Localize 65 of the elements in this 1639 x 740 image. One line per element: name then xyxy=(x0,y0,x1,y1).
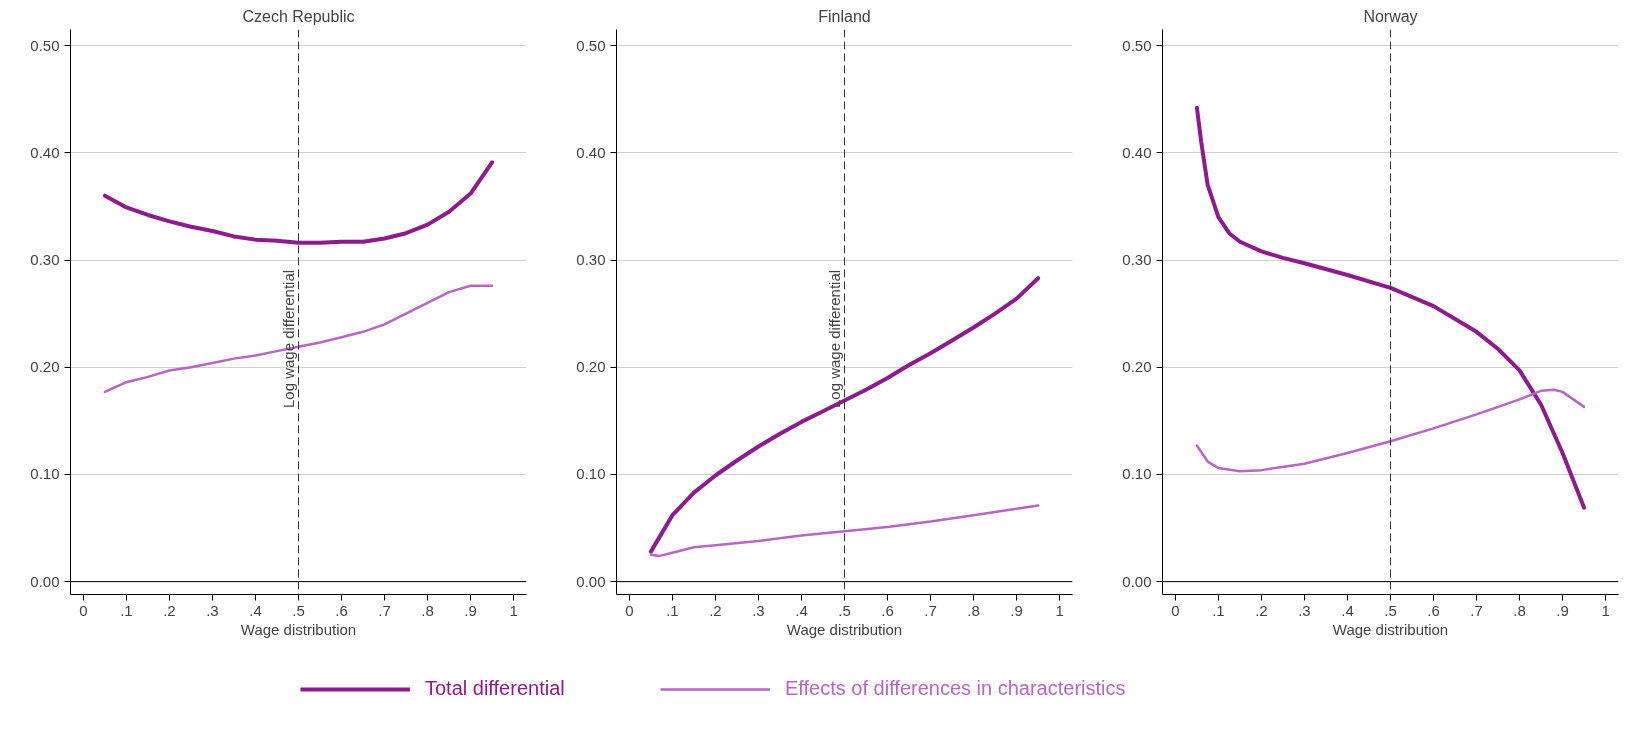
x-tick-label: .1 xyxy=(1212,601,1225,619)
x-tick-label: .9 xyxy=(1556,601,1569,619)
x-tick-label: .1 xyxy=(666,601,679,619)
y-tick-label: 0.30 xyxy=(576,251,606,268)
y-tick-label: 0.10 xyxy=(30,465,60,483)
x-tick-label: .8 xyxy=(1513,601,1526,619)
x-tick-label: 0 xyxy=(625,601,634,619)
x-tick-label: .9 xyxy=(1010,601,1023,619)
x-tick-label: .8 xyxy=(421,601,434,619)
y-tick-label: 0.20 xyxy=(30,358,60,376)
x-tick-label: .2 xyxy=(163,601,176,619)
x-tick-label: 1 xyxy=(509,601,518,619)
chart-title: Norway xyxy=(1363,7,1418,25)
x-axis-title: Wage distribution xyxy=(786,620,903,638)
x-tick-label: .8 xyxy=(967,601,980,619)
y-tick-label: 0.00 xyxy=(576,572,606,590)
ref-line-label: Log wage differential xyxy=(825,269,843,409)
x-tick-label: 0 xyxy=(79,601,88,619)
text: Effects of differences in characteristics xyxy=(785,677,1126,700)
y-tick-label: 0.00 xyxy=(30,572,60,590)
x-tick-label: .5 xyxy=(1384,601,1397,619)
x-tick-label: .6 xyxy=(1427,601,1440,619)
x-tick-label: .6 xyxy=(881,601,894,619)
x-axis-title: Wage distribution xyxy=(240,620,357,638)
line-series xyxy=(1194,105,1587,510)
x-tick-label: 0 xyxy=(1171,601,1180,619)
x-tick-label: .2 xyxy=(709,601,722,619)
y-tick-label: 0.20 xyxy=(1122,358,1152,376)
y-tick-label: 0.30 xyxy=(1122,251,1152,268)
x-tick-label: .7 xyxy=(924,601,937,619)
x-tick-label: .6 xyxy=(335,601,348,619)
y-tick-label: 0.50 xyxy=(30,36,60,54)
x-tick-label: .9 xyxy=(464,601,477,619)
line-series xyxy=(1195,388,1586,473)
y-tick-label: 0.40 xyxy=(576,143,606,161)
x-tick-label: 1 xyxy=(1601,601,1610,619)
y-tick-label: 0.50 xyxy=(1122,36,1152,54)
line-series xyxy=(649,504,1040,558)
x-tick-label: .5 xyxy=(292,601,305,619)
x-axis-title: Wage distribution xyxy=(1332,620,1449,638)
x-tick-label: 1 xyxy=(1055,601,1064,619)
x-tick-label: .2 xyxy=(1255,601,1268,619)
y-tick-label: 0.10 xyxy=(576,465,606,483)
x-tick-label: .4 xyxy=(1341,601,1354,619)
x-tick-label: .3 xyxy=(206,601,219,619)
text: Total differential xyxy=(425,677,565,700)
chart-title: Czech Republic xyxy=(242,7,355,25)
y-tick-label: 0.10 xyxy=(1122,465,1152,483)
line-series xyxy=(102,160,495,245)
x-tick-label: .4 xyxy=(249,601,262,619)
y-tick-label: 0.40 xyxy=(1122,143,1152,161)
x-tick-label: .3 xyxy=(752,601,765,619)
chart-title: Finland xyxy=(818,7,871,25)
y-tick-label: 0.30 xyxy=(30,251,60,268)
x-tick-label: .5 xyxy=(838,601,851,619)
ref-line-label: Log wage differential xyxy=(279,269,297,409)
x-tick-label: .1 xyxy=(120,601,133,619)
x-tick-label: .4 xyxy=(795,601,808,619)
y-tick-label: 0.20 xyxy=(576,358,606,376)
y-tick-label: 0.40 xyxy=(30,143,60,161)
y-tick-label: 0.50 xyxy=(576,36,606,54)
x-tick-label: .7 xyxy=(1470,601,1483,619)
x-tick-label: .7 xyxy=(378,601,391,619)
y-tick-label: 0.00 xyxy=(1122,572,1152,590)
x-tick-label: .3 xyxy=(1298,601,1311,619)
